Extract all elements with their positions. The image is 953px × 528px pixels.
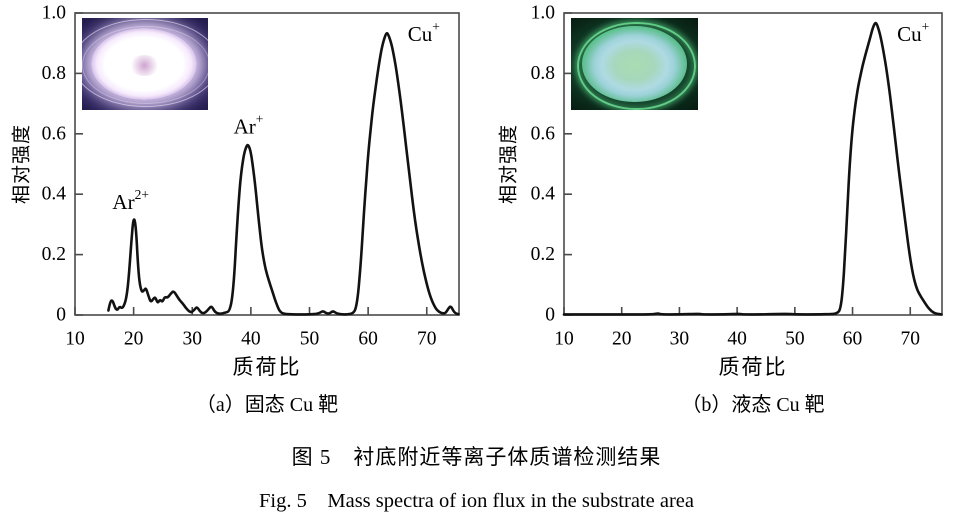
x-tick-label: 30 [183,329,203,350]
x-tick-label: 20 [612,329,632,350]
x-tick-label: 70 [417,329,437,350]
y-tick-label: 0.4 [531,184,556,205]
x-tick-label: 50 [300,329,320,350]
x-tick-label: 40 [241,329,261,350]
plot-frame [74,12,460,316]
x-tick-label: 10 [554,329,574,350]
y-tick-label: 0.8 [531,63,555,84]
panel-caption-b: （b）液态 Cu 靶 [681,394,825,416]
y-tick-label: 0 [545,305,555,326]
x-tick-label: 70 [901,329,921,350]
y-axis-label-a: 相对强度 [11,123,33,205]
plasma-rim-green [577,21,696,110]
y-tick-label: 1.0 [531,3,555,24]
y-tick-label: 0.2 [42,244,66,265]
plasma-photo-liquid-target [571,18,698,110]
spectrum-curve [107,31,460,316]
y-tick-label: 0.6 [531,123,556,144]
y-tick-label: 0.8 [42,63,66,84]
x-tick-label: 10 [65,329,85,350]
y-tick-label: 1.0 [42,3,66,24]
panel-a: 0 0.2 0.4 0.6 0.8 1.0 10 20 30 40 50 60 70 Ar2+ Ar+ Cu+ [42,3,460,350]
panel-b: 0 0.2 0.4 0.6 0.8 1.0 10 20 30 40 50 60 70 Cu+ [531,3,943,350]
y-tick-label: 0.2 [531,244,555,265]
plasma-photo-solid-target [82,18,208,110]
x-tick-label: 60 [358,329,378,350]
panel-caption-a: （a）固态 Cu 靶 [195,394,339,416]
spectrum-curve [562,21,943,316]
x-tick-label: 60 [843,329,863,350]
plasma-ring-inner [82,26,208,104]
peak-label: Cu+ [897,19,929,47]
x-tick-label: 20 [124,329,144,350]
y-tick-label: 0.4 [42,184,67,205]
x-axis-label-a: 质荷比 [232,355,302,379]
x-tick-label: 50 [785,329,805,350]
x-tick-label: 40 [727,329,747,350]
y-axis-label-b: 相对强度 [498,123,520,205]
figure-caption-english: Fig. 5 Mass spectra of ion flux in the s… [259,490,694,512]
plasma-core-dot [128,54,161,76]
x-axis-label-b: 质荷比 [718,355,788,379]
peak-label: Ar2+ [112,186,149,214]
plasma-ring-outer [82,18,208,108]
y-tick-label: 0 [56,305,66,326]
plots-canvas: 0 0.2 0.4 0.6 0.8 1.0 10 20 30 40 50 60 70 Ar2+ Ar+ Cu+… [42,3,943,350]
y-tick-label: 0.6 [42,123,67,144]
peak-label: Ar+ [234,111,264,139]
x-tick-label: 30 [670,329,690,350]
figure-caption-chinese: 图 5 衬底附近等离子体质谱检测结果 [291,445,662,469]
peak-label: Cu+ [408,19,440,47]
